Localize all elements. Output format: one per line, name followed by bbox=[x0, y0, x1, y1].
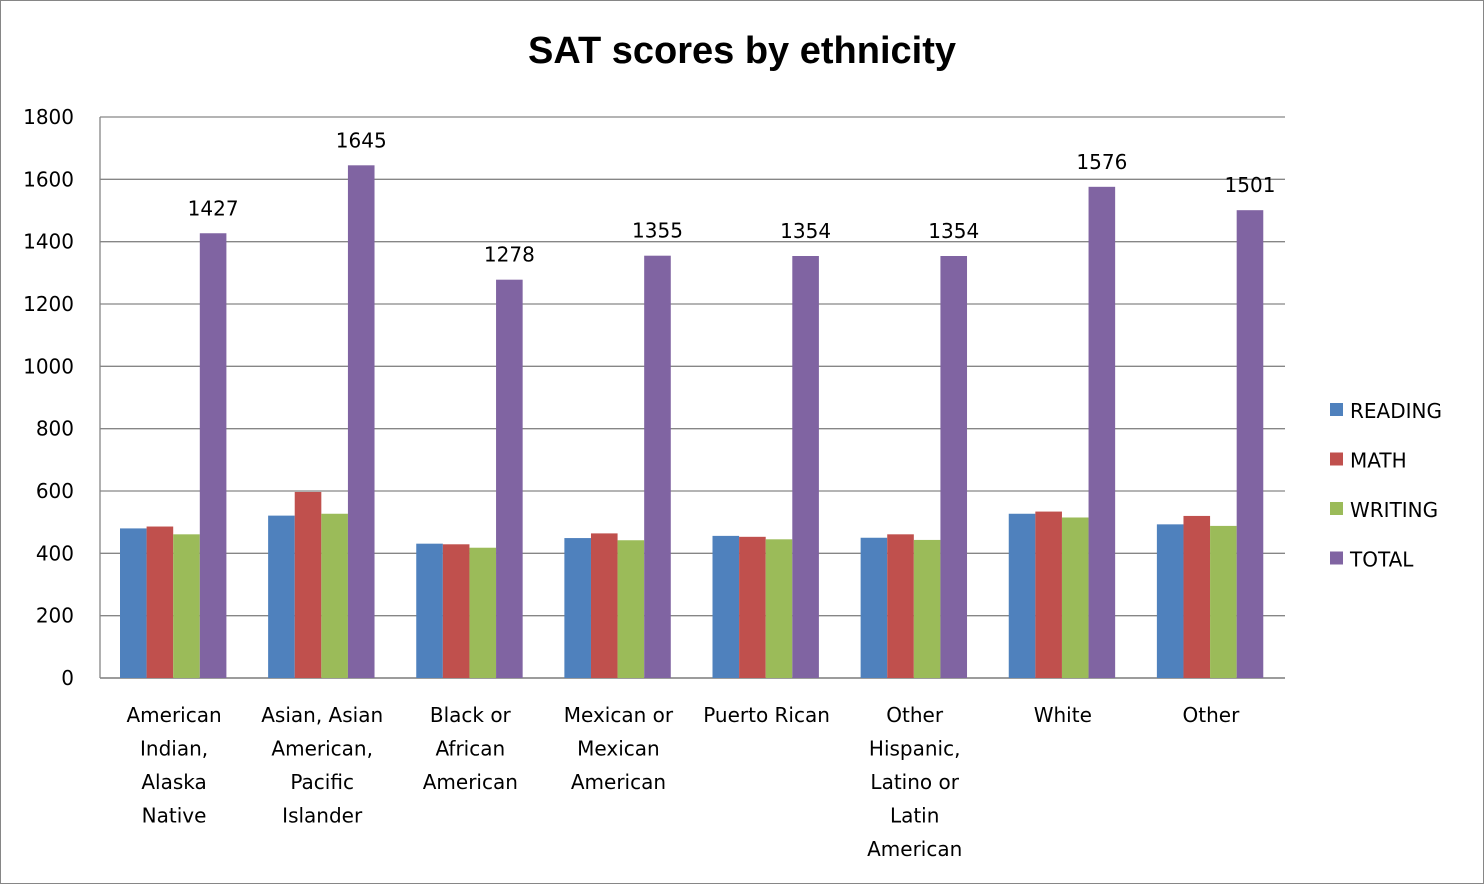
bar-writing bbox=[617, 540, 645, 678]
data-label: 1501 bbox=[1225, 173, 1276, 197]
bar-total bbox=[1088, 186, 1116, 678]
x-category-label: Alaska bbox=[141, 770, 206, 794]
bar-writing bbox=[469, 547, 497, 678]
legend-label: MATH bbox=[1350, 449, 1407, 473]
y-tick-label: 1200 bbox=[23, 292, 74, 316]
x-category-label: Mexican bbox=[577, 737, 660, 761]
y-tick-label: 0 bbox=[61, 666, 74, 690]
bar-writing bbox=[1061, 517, 1089, 678]
x-category-label: Indian, bbox=[140, 737, 208, 761]
x-category-label: American bbox=[126, 703, 221, 727]
data-label: 1278 bbox=[484, 243, 535, 267]
x-category-label: White bbox=[1034, 703, 1092, 727]
x-category-label: American bbox=[867, 837, 962, 861]
bar-total bbox=[1236, 210, 1264, 678]
bar-total bbox=[940, 256, 968, 678]
bar-writing bbox=[321, 513, 348, 678]
bar-writing bbox=[173, 534, 200, 678]
data-label: 1354 bbox=[928, 219, 979, 243]
data-label: 1576 bbox=[1076, 150, 1127, 174]
bar-math bbox=[739, 536, 766, 678]
x-category-label: Pacific bbox=[290, 770, 354, 794]
x-category-label: Puerto Rican bbox=[703, 703, 830, 727]
bar-writing bbox=[1210, 525, 1237, 678]
x-category-label: Latino or bbox=[870, 770, 959, 794]
bar-reading bbox=[1156, 524, 1184, 678]
data-label: 1427 bbox=[188, 196, 239, 220]
bar-total bbox=[792, 256, 819, 678]
x-category-label: American bbox=[571, 770, 666, 794]
x-category-label: Mexican or bbox=[564, 703, 674, 727]
bar-total bbox=[644, 255, 671, 679]
legend-label: TOTAL bbox=[1349, 548, 1414, 572]
bar-math bbox=[1183, 515, 1211, 678]
x-category-label: Latin bbox=[890, 804, 939, 828]
legend-swatch bbox=[1330, 403, 1343, 416]
x-category-label: Asian, Asian bbox=[261, 703, 383, 727]
bar-math bbox=[590, 533, 618, 678]
bar-reading bbox=[268, 515, 295, 678]
legend-label: READING bbox=[1350, 399, 1442, 423]
x-category-label: Other bbox=[1183, 703, 1241, 727]
bar-total bbox=[496, 279, 523, 678]
y-tick-label: 1000 bbox=[23, 354, 74, 378]
x-category-label: American, bbox=[271, 737, 373, 761]
bar-total bbox=[199, 233, 227, 679]
y-tick-label: 400 bbox=[36, 541, 74, 565]
x-category-label: Native bbox=[142, 804, 207, 828]
x-category-label: Islander bbox=[282, 804, 363, 828]
x-category-label: African bbox=[435, 737, 505, 761]
y-tick-label: 200 bbox=[36, 604, 74, 628]
x-category-label: American bbox=[423, 770, 518, 794]
bar-reading bbox=[712, 535, 740, 678]
bar-reading bbox=[416, 543, 443, 678]
legend-swatch bbox=[1330, 452, 1343, 466]
bar-math bbox=[887, 534, 914, 678]
bar-writing bbox=[913, 539, 941, 678]
data-label: 1355 bbox=[632, 219, 683, 243]
legend-swatch bbox=[1330, 502, 1343, 515]
legend-swatch bbox=[1330, 551, 1343, 565]
chart-title: SAT scores by ethnicity bbox=[528, 30, 956, 72]
y-tick-label: 1600 bbox=[23, 167, 74, 191]
bar-math bbox=[1035, 511, 1062, 678]
x-category-label: Other bbox=[886, 703, 944, 727]
data-label: 1645 bbox=[336, 128, 387, 152]
bar-reading bbox=[860, 537, 888, 678]
bar-reading bbox=[120, 528, 147, 678]
bar-reading bbox=[1008, 513, 1036, 678]
bar-math bbox=[294, 491, 322, 678]
y-tick-label: 600 bbox=[36, 479, 74, 503]
bar-writing bbox=[765, 539, 793, 678]
x-category-label: Hispanic, bbox=[869, 737, 961, 761]
y-tick-label: 1400 bbox=[23, 230, 74, 254]
bar-math bbox=[146, 526, 174, 678]
bar-reading bbox=[564, 538, 591, 678]
bar-math bbox=[442, 544, 470, 678]
y-tick-label: 800 bbox=[36, 417, 74, 441]
legend-label: WRITING bbox=[1350, 498, 1438, 522]
data-label: 1354 bbox=[780, 219, 831, 243]
bar-total bbox=[347, 165, 375, 678]
y-tick-label: 1800 bbox=[23, 105, 74, 129]
x-category-label: Black or bbox=[430, 703, 512, 727]
